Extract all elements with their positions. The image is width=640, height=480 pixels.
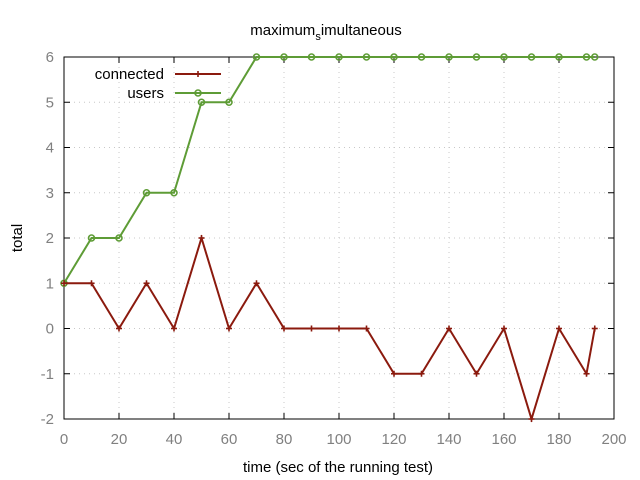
data-point-users [225,98,233,107]
legend-marker-users [194,89,202,97]
data-point-users [197,98,206,107]
y-tick-label: 3 [46,185,54,202]
y-tick-label: -1 [41,366,54,383]
data-point-connected [591,325,598,332]
data-point-users [335,53,343,61]
data-point-connected [363,325,370,332]
data-point-connected [501,325,507,332]
x-axis-label: time (sec of the running test) [243,459,433,476]
chart-title-subscript: s [315,31,321,43]
series-line-users [63,56,595,284]
legend: connected users [95,66,221,102]
x-tick-label: 0 [60,431,68,448]
data-point-users [472,53,481,61]
y-axis-label: total [9,224,26,252]
data-point-users [390,53,398,61]
data-point-connected [446,325,452,332]
data-point-users [115,234,123,242]
data-point-connected [253,280,260,287]
data-point-connected [116,325,122,332]
series-line-connected [64,234,596,423]
data-point-users [555,53,563,61]
data-point-connected [226,325,232,332]
x-tick-label: 80 [276,431,293,448]
data-point-users [170,188,178,197]
legend-marker-connected [195,71,201,77]
data-point-connected [143,280,150,287]
data-point-users [417,53,426,61]
data-point-connected [556,325,562,332]
data-point-users [252,53,261,61]
y-axis-ticks: -2 -1 0 1 2 3 4 5 6 [41,49,614,428]
data-point-connected [308,325,315,332]
x-tick-label: 40 [166,431,183,448]
legend-item-connected: connected [95,66,221,83]
chart-title: maximumsimultaneous [250,22,401,43]
y-tick-label: 2 [46,230,54,247]
data-point-users [142,188,151,197]
data-point-users [280,53,288,61]
data-point-users [527,53,536,61]
data-point-connected [528,416,535,422]
chart-title-main: maximum [250,22,315,39]
series-layer [60,53,599,423]
data-point-connected [198,235,205,241]
y-tick-label: 6 [46,49,54,66]
x-tick-label: 60 [221,431,238,448]
x-tick-label: 120 [381,431,406,448]
grid-lines [64,57,614,419]
legend-label-connected: connected [95,66,164,83]
y-tick-label: -2 [41,411,54,428]
data-point-connected [418,370,425,377]
data-point-connected [336,325,342,332]
x-axis-ticks: 0 20 40 60 80 100 120 140 160 180 200 [60,57,627,448]
series-users [60,53,599,288]
x-tick-label: 140 [436,431,461,448]
data-point-connected [391,370,397,377]
data-point-users [582,53,591,61]
x-tick-label: 160 [491,431,516,448]
data-point-users [500,53,508,61]
data-point-connected [583,370,590,377]
data-point-users [362,53,371,61]
y-tick-label: 4 [46,140,54,157]
legend-item-users: users [127,85,221,102]
y-tick-label: 0 [46,321,54,338]
data-point-users [445,53,453,61]
x-tick-label: 200 [601,431,626,448]
data-point-users [590,53,599,61]
data-point-connected [88,280,95,287]
data-point-connected [61,280,67,287]
y-tick-label: 1 [46,275,54,292]
data-point-connected [281,325,287,332]
legend-label-users: users [127,85,164,102]
data-point-connected [473,370,480,377]
data-point-users [87,234,96,242]
x-tick-label: 100 [326,431,351,448]
x-tick-label: 20 [111,431,128,448]
series-connected [61,234,598,423]
data-point-connected [171,325,177,332]
y-tick-label: 5 [46,94,54,111]
x-tick-label: 180 [546,431,571,448]
data-point-users [307,53,316,61]
chart-title-rest: imultaneous [321,22,402,39]
